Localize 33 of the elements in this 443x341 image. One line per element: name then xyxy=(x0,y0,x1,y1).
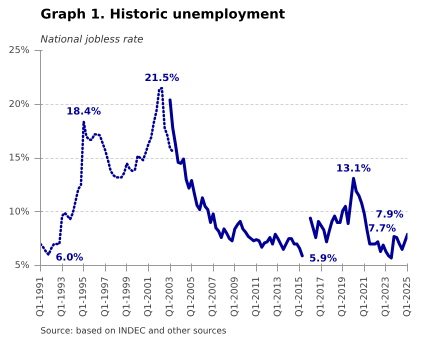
x-tick-label: Q1-2015 xyxy=(294,276,306,317)
x-tick-label: Q1-2017 xyxy=(316,276,327,317)
x-tick-label: Q1-2011 xyxy=(250,276,262,317)
x-tick-label: Q1-1999 xyxy=(121,276,132,317)
y-tick-label: 10% xyxy=(8,206,30,218)
x-tick-label: Q1-2001 xyxy=(142,276,154,317)
x-tick-label: Q1-2005 xyxy=(186,276,198,317)
chart-subtitle: National jobless rate xyxy=(40,34,144,46)
data-label: 21.5% xyxy=(144,73,180,84)
x-tick-label: Q1-1995 xyxy=(78,276,90,317)
y-tick-label: 25% xyxy=(8,45,30,56)
y-tick-label: 20% xyxy=(8,98,30,110)
x-tick-label: Q1-1997 xyxy=(100,276,111,317)
chart-title: Graph 1. Historic unemployment xyxy=(40,8,286,22)
data-label: 7.7% xyxy=(368,223,396,234)
x-tick-label: Q1-2003 xyxy=(164,276,176,317)
x-tick-label: Q1-2009 xyxy=(229,276,240,317)
x-tick-label: Q1-2013 xyxy=(272,276,284,317)
data-label: 13.1% xyxy=(336,163,371,174)
data-label: 7.9% xyxy=(376,209,404,220)
x-tick-label: Q1-1991 xyxy=(35,276,46,317)
x-tick-label: Q1-2019 xyxy=(337,276,348,317)
x-tick-label: Q1-2007 xyxy=(208,276,219,317)
x-tick-label: Q1-2023 xyxy=(380,276,392,317)
data-label: 18.4% xyxy=(66,106,102,118)
source-note: Source: based on INDEC and other sources xyxy=(40,326,227,336)
x-tick-label: Q1-1993 xyxy=(56,276,68,317)
data-label: 5.9% xyxy=(309,253,337,264)
data-label: 6.0% xyxy=(56,252,84,264)
y-tick-label: 15% xyxy=(8,152,30,164)
y-tick-label: 5% xyxy=(14,260,30,271)
x-tick-label: Q1-2021 xyxy=(358,276,370,317)
x-tick-label: Q1-2025 xyxy=(402,276,413,317)
